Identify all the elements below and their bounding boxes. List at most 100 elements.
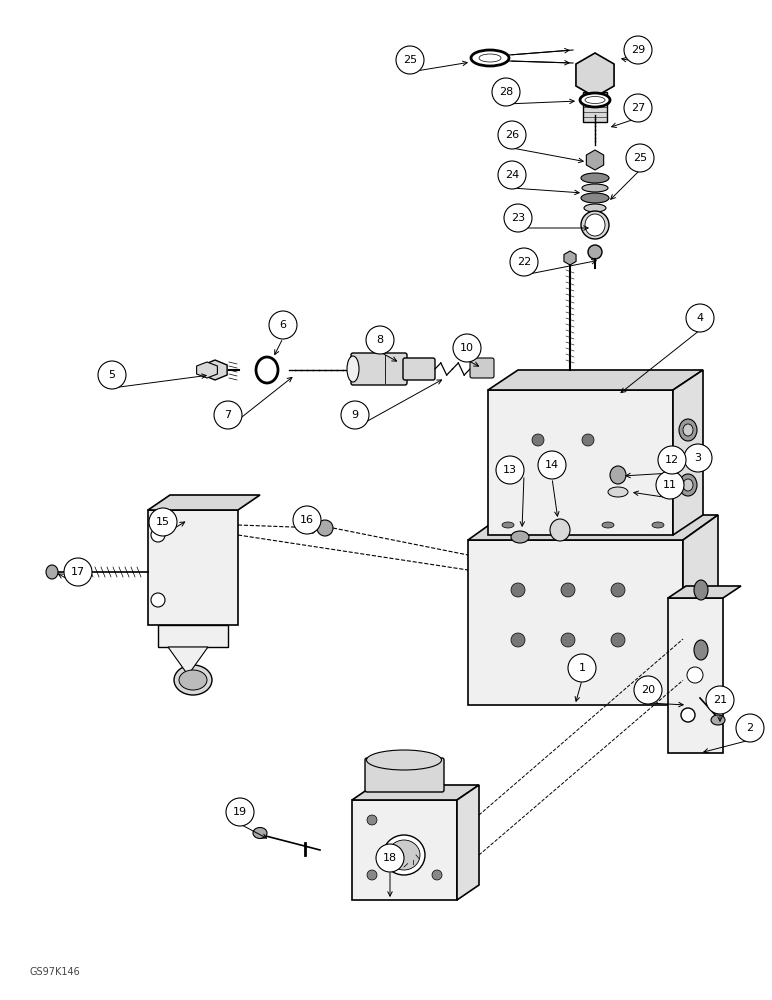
- Circle shape: [367, 815, 377, 825]
- Ellipse shape: [683, 479, 693, 491]
- Ellipse shape: [694, 580, 708, 600]
- FancyBboxPatch shape: [583, 92, 607, 122]
- Ellipse shape: [581, 173, 609, 183]
- Circle shape: [538, 451, 566, 479]
- Text: 26: 26: [505, 130, 519, 140]
- Circle shape: [686, 304, 714, 332]
- FancyBboxPatch shape: [470, 358, 494, 378]
- Circle shape: [582, 434, 594, 446]
- Polygon shape: [468, 515, 718, 540]
- Text: 19: 19: [233, 807, 247, 817]
- Circle shape: [293, 506, 321, 534]
- Text: 29: 29: [631, 45, 645, 55]
- Ellipse shape: [174, 665, 212, 695]
- Circle shape: [561, 633, 575, 647]
- Ellipse shape: [479, 54, 501, 62]
- Ellipse shape: [511, 531, 529, 543]
- Text: 10: 10: [460, 343, 474, 353]
- Circle shape: [511, 583, 525, 597]
- Circle shape: [151, 528, 165, 542]
- Text: 3: 3: [695, 453, 702, 463]
- Circle shape: [504, 204, 532, 232]
- Text: 11: 11: [663, 480, 677, 490]
- FancyBboxPatch shape: [468, 540, 683, 705]
- Circle shape: [626, 144, 654, 172]
- Polygon shape: [564, 251, 576, 265]
- Ellipse shape: [602, 522, 614, 528]
- Circle shape: [496, 456, 524, 484]
- Circle shape: [736, 714, 764, 742]
- Circle shape: [510, 248, 538, 276]
- Circle shape: [366, 326, 394, 354]
- Ellipse shape: [711, 715, 725, 725]
- Circle shape: [432, 870, 442, 880]
- Circle shape: [658, 446, 686, 474]
- Ellipse shape: [610, 466, 626, 484]
- Polygon shape: [683, 515, 718, 705]
- Text: 15: 15: [156, 517, 170, 527]
- Circle shape: [453, 334, 481, 362]
- Ellipse shape: [585, 214, 605, 236]
- Text: 20: 20: [641, 685, 655, 695]
- Circle shape: [561, 583, 575, 597]
- Polygon shape: [168, 647, 208, 675]
- Ellipse shape: [582, 184, 608, 192]
- Polygon shape: [352, 785, 479, 800]
- Text: 4: 4: [696, 313, 703, 323]
- Circle shape: [624, 94, 652, 122]
- FancyBboxPatch shape: [352, 800, 457, 900]
- Text: 16: 16: [300, 515, 314, 525]
- Text: 13: 13: [503, 465, 517, 475]
- Ellipse shape: [256, 357, 278, 383]
- Text: 28: 28: [499, 87, 513, 97]
- Ellipse shape: [383, 835, 425, 875]
- Text: 6: 6: [279, 320, 286, 330]
- Circle shape: [149, 508, 177, 536]
- FancyBboxPatch shape: [403, 358, 435, 380]
- Polygon shape: [673, 370, 703, 535]
- Circle shape: [269, 311, 297, 339]
- Text: 18: 18: [383, 853, 397, 863]
- Ellipse shape: [367, 750, 442, 770]
- Text: 25: 25: [403, 55, 417, 65]
- Ellipse shape: [652, 522, 664, 528]
- FancyBboxPatch shape: [158, 625, 228, 647]
- Ellipse shape: [588, 245, 602, 259]
- Circle shape: [317, 520, 333, 536]
- Circle shape: [396, 46, 424, 74]
- Polygon shape: [203, 360, 227, 380]
- Ellipse shape: [581, 193, 609, 203]
- Ellipse shape: [683, 424, 693, 436]
- Ellipse shape: [388, 840, 420, 870]
- Polygon shape: [576, 53, 614, 97]
- Circle shape: [684, 444, 712, 472]
- Circle shape: [611, 633, 625, 647]
- Text: 24: 24: [505, 170, 519, 180]
- Ellipse shape: [253, 828, 267, 838]
- Ellipse shape: [471, 50, 509, 66]
- Text: 21: 21: [713, 695, 727, 705]
- Text: 9: 9: [351, 410, 358, 420]
- Circle shape: [226, 798, 254, 826]
- Circle shape: [492, 78, 520, 106]
- FancyBboxPatch shape: [365, 758, 444, 792]
- Circle shape: [367, 870, 377, 880]
- Text: 7: 7: [225, 410, 232, 420]
- Circle shape: [376, 844, 404, 872]
- Circle shape: [98, 361, 126, 389]
- Ellipse shape: [550, 519, 570, 541]
- Polygon shape: [488, 370, 703, 390]
- Circle shape: [706, 686, 734, 714]
- Circle shape: [568, 654, 596, 682]
- Polygon shape: [197, 362, 218, 378]
- Ellipse shape: [347, 356, 359, 382]
- Text: 17: 17: [71, 567, 85, 577]
- Text: 8: 8: [377, 335, 384, 345]
- Circle shape: [656, 471, 684, 499]
- Circle shape: [624, 36, 652, 64]
- Text: 23: 23: [511, 213, 525, 223]
- Circle shape: [634, 676, 662, 704]
- Polygon shape: [148, 495, 260, 510]
- Ellipse shape: [584, 204, 606, 212]
- Ellipse shape: [46, 565, 58, 579]
